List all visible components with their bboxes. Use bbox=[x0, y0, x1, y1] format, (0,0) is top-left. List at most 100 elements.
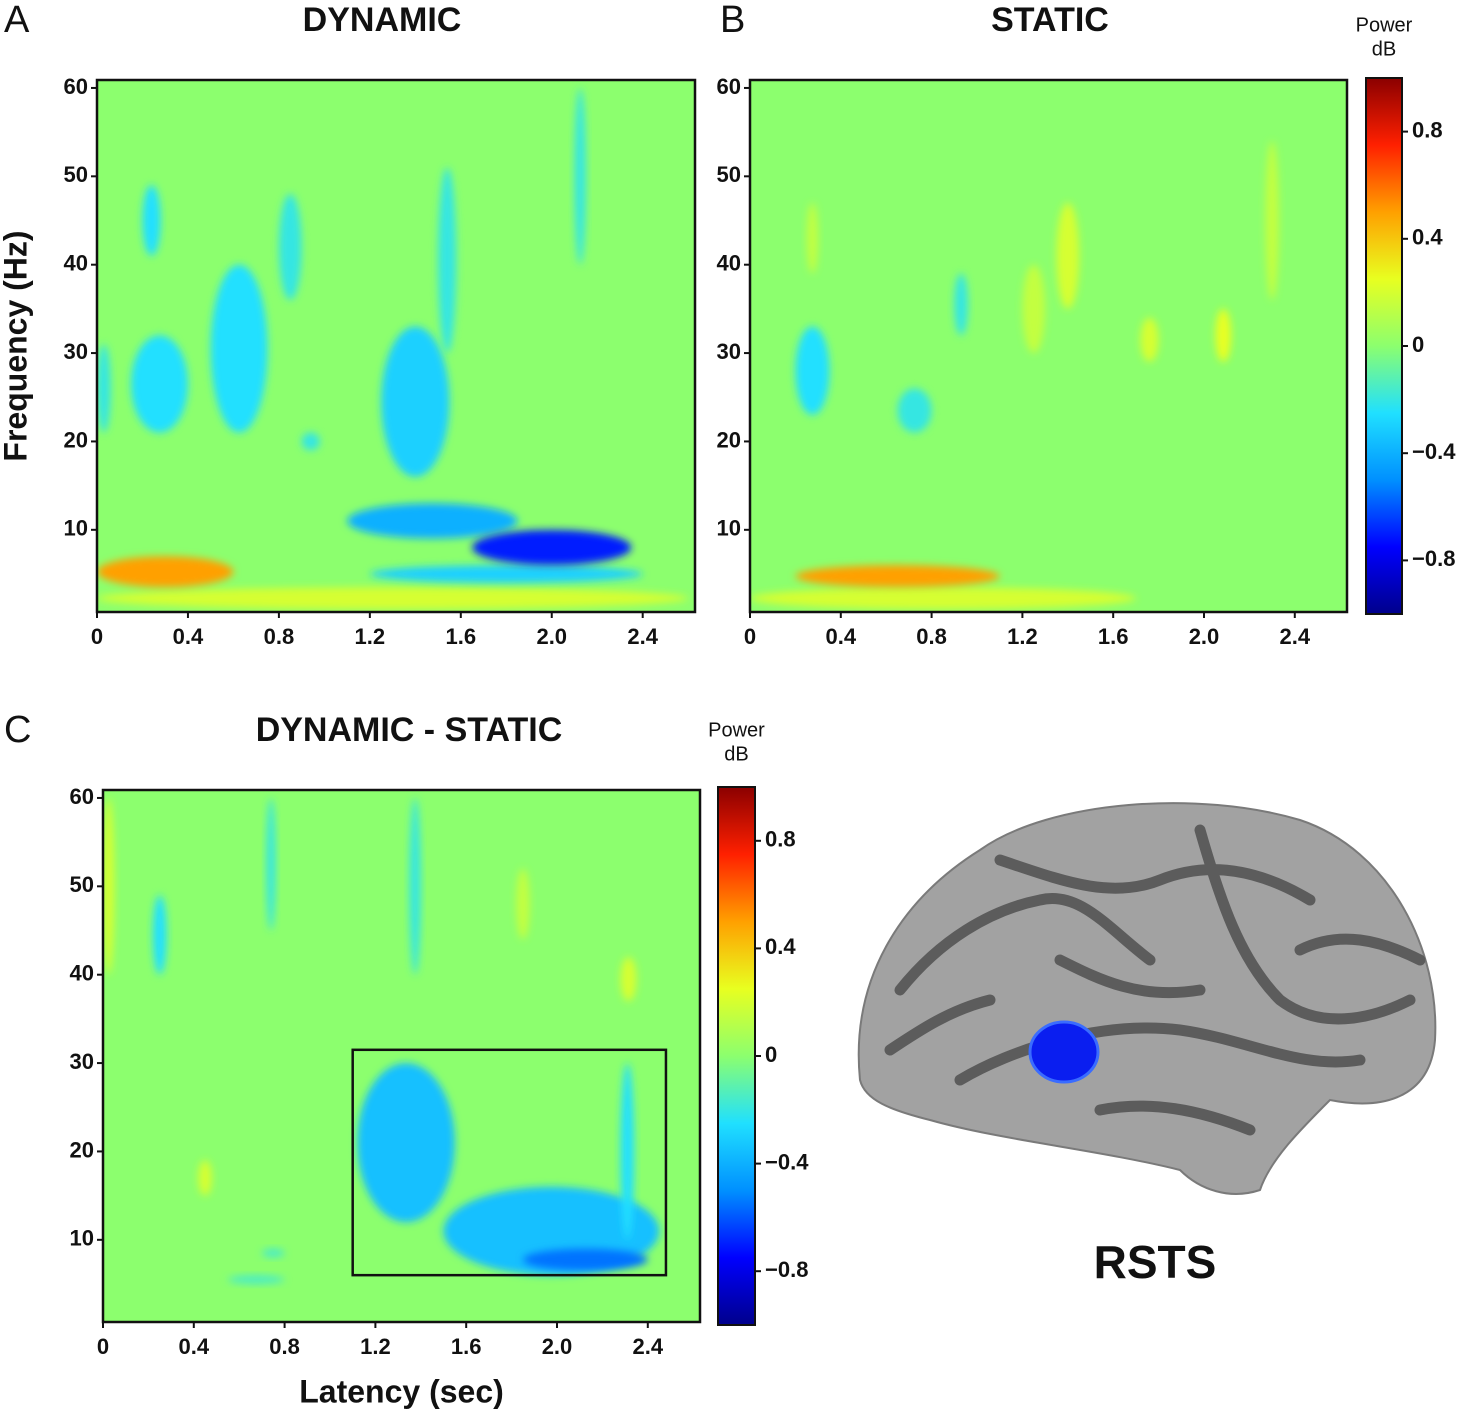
panel-letter: A bbox=[4, 0, 30, 41]
y-tick-label: 10 bbox=[64, 516, 88, 541]
colorbar-label: dB bbox=[724, 743, 748, 765]
power-region bbox=[227, 1275, 285, 1284]
power-region bbox=[210, 264, 268, 433]
power-region bbox=[795, 565, 1000, 588]
x-tick-label: 2.4 bbox=[627, 624, 658, 649]
colorbar-tick-label: −0.4 bbox=[1412, 439, 1456, 464]
colorbar bbox=[1365, 77, 1403, 615]
x-tick-label: 2.4 bbox=[632, 1334, 663, 1359]
colorbar-tick-label: 0.8 bbox=[765, 827, 796, 852]
highlight-box bbox=[351, 1048, 668, 1277]
x-tick-label: 2.0 bbox=[536, 624, 567, 649]
power-region bbox=[472, 529, 632, 566]
power-region bbox=[954, 273, 968, 336]
colorbar-tick-label: −0.8 bbox=[765, 1257, 808, 1282]
heatmap-panel: C DYNAMIC - STATIC 10 20 30 40 50 60 0 0.4 0.8 1.2 1… bbox=[4, 709, 809, 1409]
plot-frame bbox=[101, 788, 702, 1324]
y-tick-label: 10 bbox=[70, 1226, 94, 1251]
brain: RSTS bbox=[857, 802, 1437, 1288]
power-region bbox=[347, 503, 518, 539]
y-tick-label: 50 bbox=[70, 872, 94, 897]
power-region bbox=[1056, 202, 1080, 309]
power-region bbox=[131, 335, 188, 433]
regions bbox=[97, 87, 689, 610]
x-tick-label: 0.4 bbox=[173, 624, 204, 649]
x-tick-label: 0 bbox=[97, 1334, 109, 1359]
power-region bbox=[574, 87, 586, 265]
colorbar-label: dB bbox=[1372, 38, 1396, 60]
regions bbox=[103, 797, 660, 1284]
x-tick-label: 2.0 bbox=[1189, 624, 1220, 649]
power-region bbox=[301, 432, 320, 451]
y-tick-label: 60 bbox=[70, 784, 94, 809]
heatmap-panel: A DYNAMIC 10 20 30 40 50 60 0 0.4 0.8 1.2 1.6 2.0 2.4 F… bbox=[0, 0, 697, 649]
colorbar-tick-label: 0.8 bbox=[1412, 117, 1443, 142]
power-region bbox=[620, 1063, 635, 1240]
x-tick-label: 0.4 bbox=[179, 1334, 210, 1359]
colorbar-tick-label: 0 bbox=[765, 1042, 777, 1067]
power-region bbox=[266, 797, 276, 931]
colorbar-label: Power bbox=[1356, 14, 1413, 36]
regions bbox=[750, 140, 1279, 610]
x-tick-label: 2.0 bbox=[542, 1334, 573, 1359]
power-region bbox=[620, 957, 637, 1002]
region-marker bbox=[1028, 1020, 1100, 1084]
colorbar-tick-label: −0.8 bbox=[1412, 546, 1455, 571]
power-region bbox=[142, 185, 161, 256]
x-tick-label: 1.2 bbox=[360, 1334, 391, 1359]
colorbar-tick-label: 0 bbox=[1412, 332, 1424, 357]
power-region bbox=[1265, 140, 1279, 301]
plot-frame bbox=[95, 78, 697, 614]
colorbar-tick-label: −0.4 bbox=[765, 1149, 809, 1174]
y-tick-label: 10 bbox=[717, 516, 741, 541]
heatmap-panel: B STATIC 10 20 30 40 50 60 0 0.4 0.8 1.2 1.6 2.0 2.4 Po… bbox=[717, 0, 1457, 649]
power-region bbox=[1215, 308, 1232, 362]
power-region bbox=[152, 895, 167, 975]
power-region bbox=[369, 565, 643, 583]
y-tick-label: 40 bbox=[64, 251, 88, 276]
chart-title: DYNAMIC - STATIC bbox=[256, 711, 563, 749]
colorbar-label: Power bbox=[708, 719, 765, 741]
x-tick-label: 1.6 bbox=[446, 624, 477, 649]
power-region bbox=[1140, 317, 1159, 362]
x-tick-label: 1.6 bbox=[1098, 624, 1129, 649]
plot-frame bbox=[748, 78, 1349, 614]
power-region bbox=[795, 326, 830, 415]
x-tick-label: 2.4 bbox=[1279, 624, 1310, 649]
y-tick-label: 60 bbox=[64, 74, 88, 99]
colorbar-tick-label: 0.4 bbox=[1412, 225, 1443, 250]
power-region bbox=[97, 556, 234, 588]
power-region bbox=[522, 1248, 648, 1271]
power-region bbox=[261, 1248, 285, 1258]
panel-letter: C bbox=[4, 709, 31, 751]
power-region bbox=[103, 797, 115, 975]
x-tick-label: 0.8 bbox=[916, 624, 947, 649]
power-region bbox=[97, 587, 689, 610]
power-region bbox=[516, 868, 530, 940]
x-tick-label: 0.4 bbox=[826, 624, 857, 649]
colorbar-tick-label: 0.4 bbox=[765, 934, 796, 959]
power-region bbox=[806, 202, 819, 274]
panel-letter: B bbox=[720, 0, 745, 41]
y-tick-label: 20 bbox=[64, 427, 88, 452]
power-region bbox=[357, 1063, 455, 1223]
plot-background bbox=[750, 80, 1347, 612]
y-tick-label: 50 bbox=[717, 162, 741, 187]
power-region bbox=[438, 167, 457, 354]
y-tick-label: 20 bbox=[717, 427, 741, 452]
sulci bbox=[884, 824, 1426, 1136]
power-region bbox=[409, 797, 421, 975]
y-tick-label: 30 bbox=[717, 339, 741, 364]
x-tick-label: 0 bbox=[91, 624, 103, 649]
power-region bbox=[381, 326, 450, 477]
y-tick-label: 20 bbox=[70, 1137, 94, 1162]
x-tick-label: 1.2 bbox=[1007, 624, 1038, 649]
region-label: RSTS bbox=[1094, 1236, 1217, 1288]
chart-title: STATIC bbox=[991, 1, 1109, 39]
y-tick-label: 60 bbox=[717, 74, 741, 99]
x-tick-label: 0 bbox=[744, 624, 756, 649]
colorbar bbox=[717, 786, 756, 1326]
x-tick-label: 1.2 bbox=[355, 624, 386, 649]
y-tick-label: 40 bbox=[717, 251, 741, 276]
